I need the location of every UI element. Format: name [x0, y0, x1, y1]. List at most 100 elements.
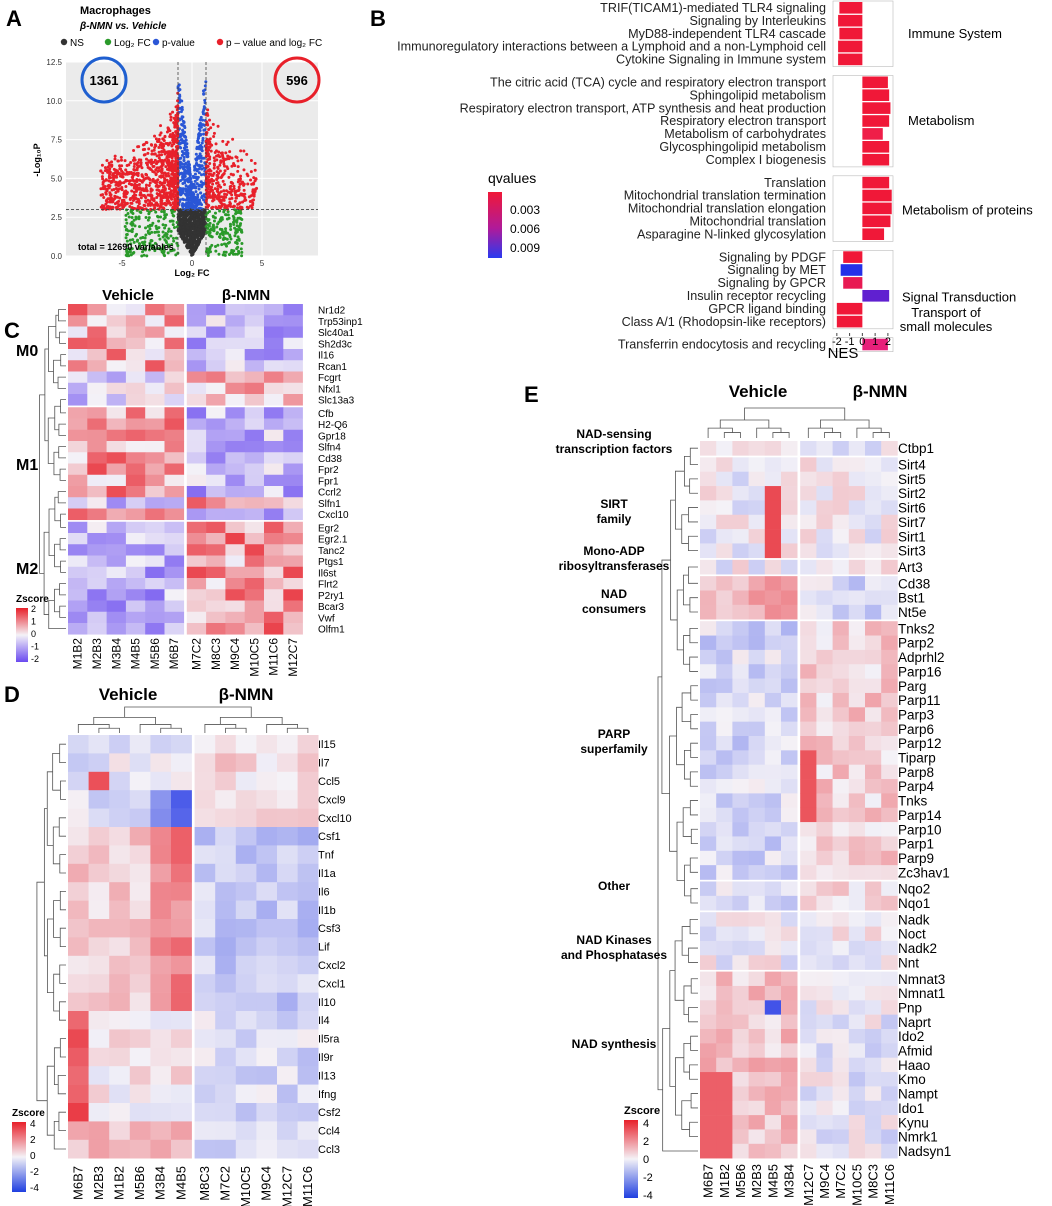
gsea-bar: [862, 189, 892, 202]
volcano-point: [160, 161, 164, 165]
heatmap-cell: [848, 1115, 866, 1130]
heatmap-cell: [129, 1029, 151, 1049]
volcano-point: [163, 171, 167, 175]
heatmap-cell: [68, 578, 88, 590]
heatmap-cell: [125, 304, 146, 316]
dendrogram-branch: [689, 447, 698, 465]
c-gene-label: Tanc2: [318, 546, 345, 557]
volcano-point: [162, 244, 166, 248]
e-gene-label: Afmid: [898, 1044, 933, 1059]
e-sample-label: M6B7: [701, 1164, 716, 1198]
heatmap-cell: [700, 912, 717, 927]
dendrogram-branch: [204, 724, 237, 733]
dendrogram-branch: [54, 496, 61, 522]
volcano-point: [183, 179, 187, 183]
e-column-dendrogram: [707, 407, 890, 438]
gsea-group-label: Metabolism of proteins: [902, 203, 1033, 218]
heatmap-cell: [244, 382, 265, 395]
heatmap-cell: [129, 1011, 151, 1030]
heatmap-cell: [264, 441, 284, 453]
c-sample-label: M6B7: [167, 638, 181, 670]
volcano-point: [99, 169, 103, 173]
heatmap-cell: [68, 611, 88, 624]
heatmap-cell: [264, 452, 284, 464]
volcano-point: [112, 176, 116, 180]
d-gene-label: Ifng: [318, 1089, 336, 1101]
c-gene-label: Fpr2: [318, 465, 339, 476]
volcano-point: [249, 170, 253, 174]
e-category-label: Other: [598, 879, 630, 893]
heatmap-cell: [881, 850, 898, 866]
c-sample-label: M2B3: [90, 638, 104, 670]
volcano-point: [155, 196, 159, 200]
volcano-point: [203, 98, 207, 102]
volcano-point: [179, 110, 183, 114]
volcano-point: [178, 100, 182, 104]
volcano-point: [212, 162, 216, 166]
volcano-point: [181, 131, 185, 135]
volcano-point: [218, 206, 222, 210]
dendrogram-branch: [676, 589, 684, 651]
gsea-bar: [862, 228, 885, 240]
d-gene-label: Ccl4: [318, 1126, 340, 1138]
volcano-point: [170, 160, 174, 164]
heatmap-cell: [764, 793, 782, 809]
heatmap-cell: [264, 418, 284, 431]
heatmap-cell: [150, 919, 172, 938]
volcano-point: [251, 188, 255, 192]
volcano-point: [213, 187, 217, 191]
heatmap-cell: [748, 576, 766, 591]
dendrogram-branch: [744, 407, 846, 420]
heatmap-cell: [256, 808, 278, 828]
volcano-point: [215, 154, 219, 158]
heatmap-cell: [235, 735, 257, 754]
volcano-point: [202, 132, 206, 136]
heatmap-cell: [244, 497, 265, 509]
heatmap-cell: [881, 559, 898, 575]
volcano-point: [215, 231, 219, 235]
gsea-x-tick: -2: [832, 336, 842, 348]
gsea-term-label: Translation: [764, 176, 826, 190]
heatmap-cell: [764, 764, 782, 780]
heatmap-cell: [881, 779, 898, 794]
heatmap-cell: [68, 360, 88, 372]
volcano-point: [199, 224, 203, 228]
heatmap-cell: [171, 863, 192, 883]
heatmap-cell: [748, 926, 766, 942]
heatmap-cell: [732, 500, 749, 516]
dendrogram-branch: [689, 627, 698, 644]
volcano-axes: -5 0 50.02.55.07.510.012.5: [46, 58, 318, 268]
volcano-point: [135, 239, 139, 243]
heatmap-cell: [865, 895, 882, 911]
heatmap-cell: [297, 937, 319, 957]
heatmap-cell: [215, 753, 237, 773]
heatmap-cell: [225, 326, 245, 339]
heatmap-cell: [87, 418, 107, 431]
heatmap-cell: [781, 1100, 798, 1116]
heatmap-cell: [748, 1057, 766, 1073]
heatmap-cell: [848, 836, 866, 852]
volcano-point: [159, 215, 163, 219]
heatmap-cell: [68, 955, 89, 975]
heatmap-cell: [87, 337, 107, 350]
dendrogram-branch: [57, 1075, 66, 1095]
heatmap-cell: [206, 429, 226, 442]
heatmap-cell: [277, 1011, 298, 1030]
volcano-point: [208, 137, 212, 141]
volcano-point: [240, 230, 244, 234]
heatmap-cell: [716, 1057, 733, 1073]
heatmap-cell: [881, 543, 898, 559]
e-sample-label: M3B4: [782, 1164, 797, 1198]
volcano-point: [201, 112, 205, 116]
heatmap-cell: [848, 1129, 866, 1145]
heatmap-cell: [125, 589, 146, 601]
volcano-point: [125, 179, 129, 183]
heatmap-cell: [816, 971, 833, 987]
volcano-point: [131, 158, 135, 162]
heatmap-cell: [106, 360, 127, 372]
heatmap-cell: [716, 850, 733, 866]
d-sample-label: M8C3: [197, 1166, 212, 1201]
heatmap-cell: [206, 407, 226, 419]
heatmap-cell: [764, 1129, 782, 1145]
heatmap-cell: [68, 521, 88, 534]
